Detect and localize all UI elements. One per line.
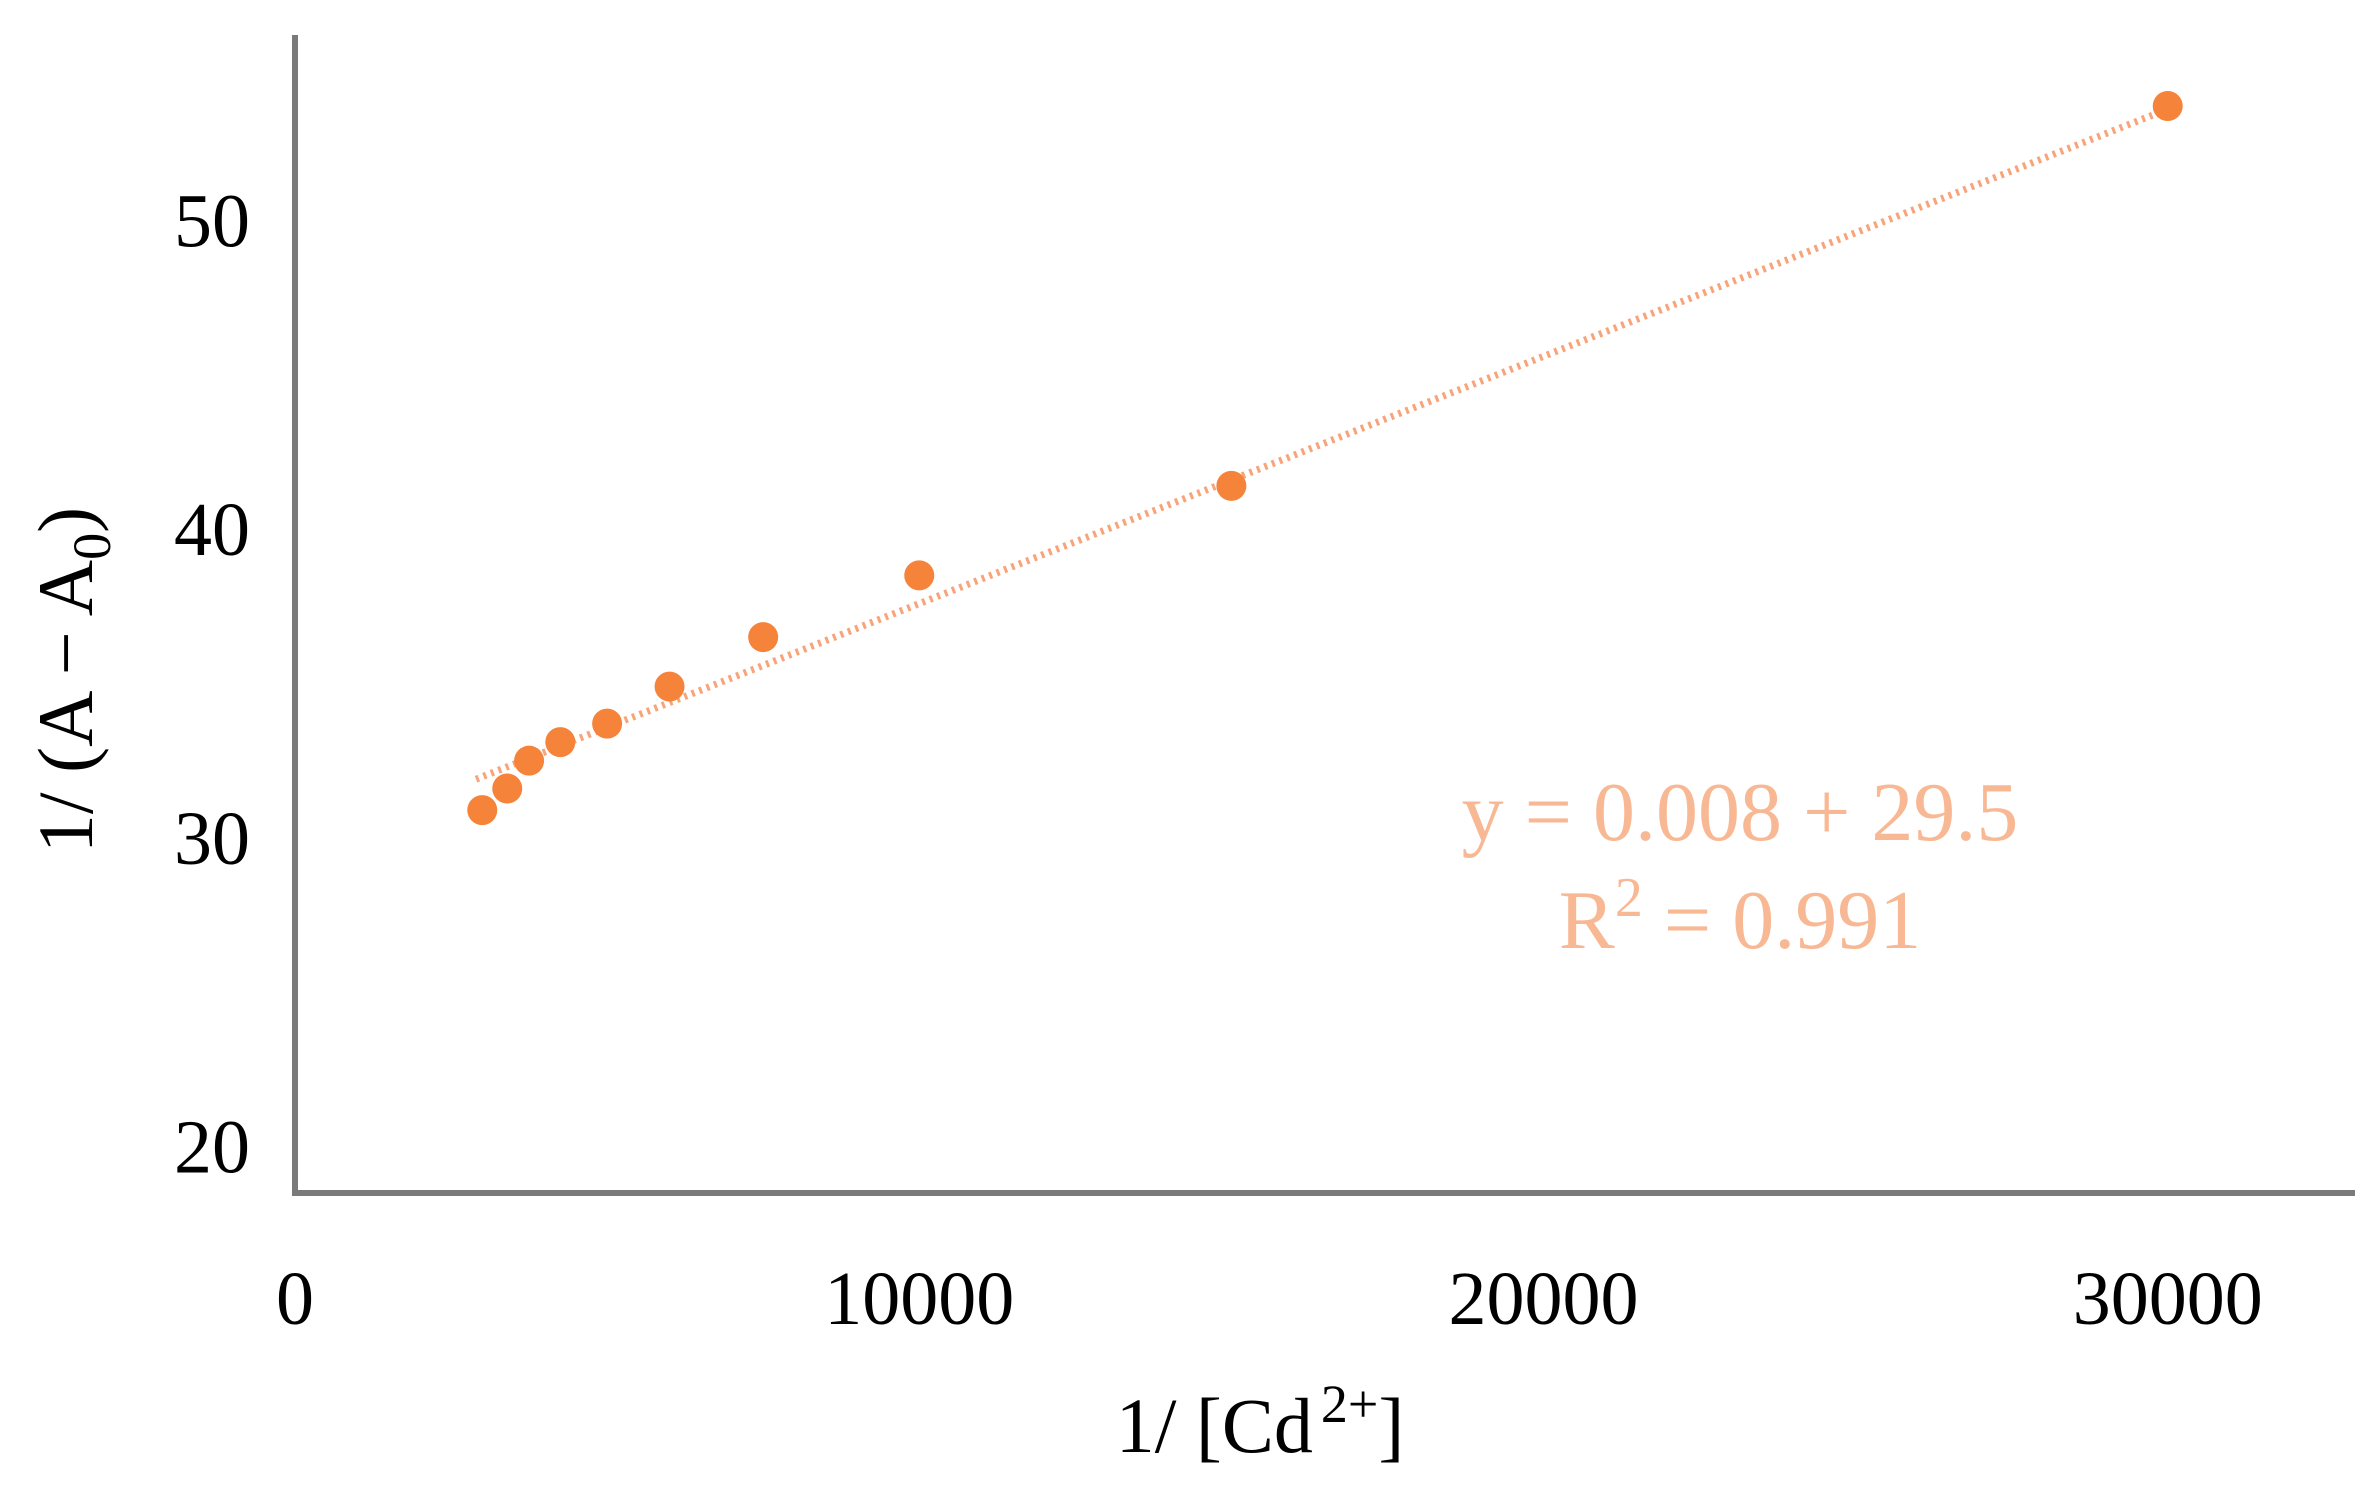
y-tick-label: 20 — [174, 1106, 250, 1190]
data-point — [514, 745, 545, 776]
data-point — [467, 795, 498, 826]
data-point — [1216, 470, 1247, 501]
x-tick-label: 30000 — [2073, 1257, 2263, 1341]
data-point — [654, 671, 685, 702]
r-squared-label: R2 = 0.991 — [1559, 867, 1921, 967]
x-tick-label: 20000 — [1448, 1257, 1638, 1341]
data-point — [592, 708, 623, 739]
x-axis-label: 1/ [Cd 2+] — [1116, 1374, 1405, 1469]
data-point — [492, 773, 523, 804]
y-tick-label: 30 — [174, 797, 250, 881]
x-tick-labels: 0 10000 20000 30000 — [276, 1257, 2263, 1341]
trendline-layer — [474, 105, 2170, 783]
y-axis-label: 1/ (A − A0) — [22, 507, 122, 853]
x-tick-label: 10000 — [824, 1257, 1014, 1341]
trendline — [474, 105, 2170, 783]
y-tick-label: 40 — [174, 488, 250, 572]
data-point — [545, 727, 576, 758]
data-point — [904, 560, 935, 591]
y-tick-label: 50 — [174, 179, 250, 263]
data-point — [2152, 91, 2183, 122]
data-point — [748, 622, 779, 653]
trendline-equation: y = 0.008 + 29.5 — [1462, 766, 2019, 859]
y-tick-labels: 20 30 40 50 — [174, 179, 250, 1189]
data-points-layer — [467, 91, 2183, 826]
x-tick-label: 0 — [276, 1257, 314, 1341]
